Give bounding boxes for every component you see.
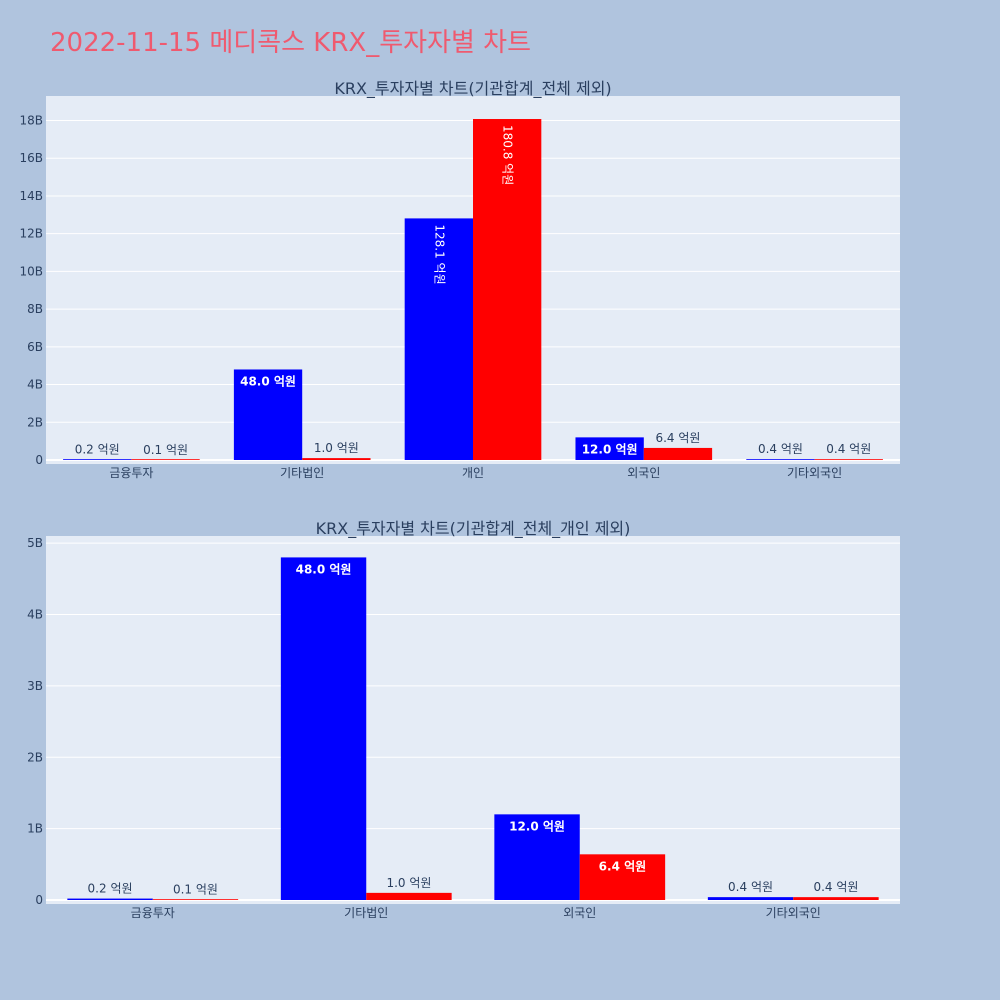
bar: [233, 369, 303, 460]
y-tick-label: 0: [35, 893, 43, 907]
bar: [643, 447, 713, 460]
chart-investor-all: 0 2B 4B 6B 8B 10B 12B 14B 16B 18B KRX_투자자별 차트(기관합계…: [19, 79, 900, 480]
page-title: 2022-11-15 메디콕스 KRX_투자자별 차트: [50, 28, 532, 58]
x-tick-label: 기타외국인: [787, 466, 842, 480]
x-tick-label: 개인: [462, 466, 484, 480]
data-label: 0.1 억원: [143, 443, 188, 457]
data-label: 0.1 억원: [173, 882, 218, 896]
y-tick-label: 0: [35, 453, 43, 467]
bar: [366, 892, 452, 900]
y-tick-label: 16B: [19, 151, 43, 165]
data-label: 0.4 억원: [813, 880, 858, 894]
bar: [131, 459, 200, 460]
data-label: 6.4 억원: [599, 859, 647, 873]
bar: [814, 459, 883, 460]
data-label: 0.4 억원: [758, 442, 803, 456]
bar: [63, 459, 132, 460]
y-tick-label: 1B: [27, 822, 43, 836]
data-label: 0.4 억원: [728, 880, 773, 894]
data-label: 0.4 억원: [826, 442, 871, 456]
bar: [67, 898, 153, 900]
bar: [579, 854, 666, 900]
y-tick-label: 6B: [27, 340, 43, 354]
y-tick-label: 5B: [27, 536, 43, 550]
x-tick-label: 기타외국인: [766, 906, 821, 920]
y-tick-label: 4B: [27, 378, 43, 392]
x-tick-label: 금융투자: [131, 906, 175, 920]
x-tick-label: 외국인: [627, 466, 660, 480]
bar: [280, 557, 367, 900]
y-tick-label: 18B: [19, 114, 43, 128]
data-label: 6.4 억원: [655, 431, 700, 445]
plot-area: [46, 536, 900, 904]
bar: [302, 458, 371, 460]
bar: [473, 119, 542, 460]
data-label: 48.0 억원: [296, 562, 352, 576]
x-tick-label: 기타법인: [280, 466, 324, 480]
chart-investor-excl-individual: 0 1B 2B 3B 4B 5B KRX_투자자별 차트(기관합계_전체_개인 제외) 0.2…: [27, 519, 900, 920]
data-label: 1.0 억원: [314, 441, 359, 455]
y-tick-label: 2B: [27, 750, 43, 764]
data-label: 12.0 억원: [509, 819, 565, 833]
bar: [494, 814, 580, 900]
x-tick-label: 외국인: [563, 906, 596, 920]
bar: [707, 897, 794, 900]
data-label: 48.0 억원: [240, 374, 296, 388]
chart-title: KRX_투자자별 차트(기관합계_전체_개인 제외): [316, 519, 631, 539]
y-tick-label: 12B: [19, 227, 43, 241]
data-label: 0.2 억원: [75, 443, 120, 457]
y-tick-label: 10B: [19, 264, 43, 278]
y-tick-label: 14B: [19, 189, 43, 203]
bar: [575, 437, 644, 460]
data-label: 180.8 억원: [501, 125, 515, 185]
y-tick-label: 4B: [27, 608, 43, 622]
bar: [404, 218, 473, 460]
data-label: 12.0 억원: [582, 442, 638, 456]
y-tick-label: 3B: [27, 679, 43, 693]
y-tick-label: 2B: [27, 415, 43, 429]
data-label: 128.1 억원: [432, 224, 446, 284]
data-label: 0.2 억원: [88, 882, 133, 896]
y-tick-label: 8B: [27, 302, 43, 316]
data-label: 1.0 억원: [386, 876, 431, 890]
x-tick-label: 금융투자: [109, 466, 153, 480]
bar: [152, 899, 239, 900]
bar: [746, 459, 815, 460]
bar: [793, 897, 879, 900]
chart-title: KRX_투자자별 차트(기관합계_전체 제외): [334, 79, 611, 99]
x-tick-label: 기타법인: [344, 906, 388, 920]
